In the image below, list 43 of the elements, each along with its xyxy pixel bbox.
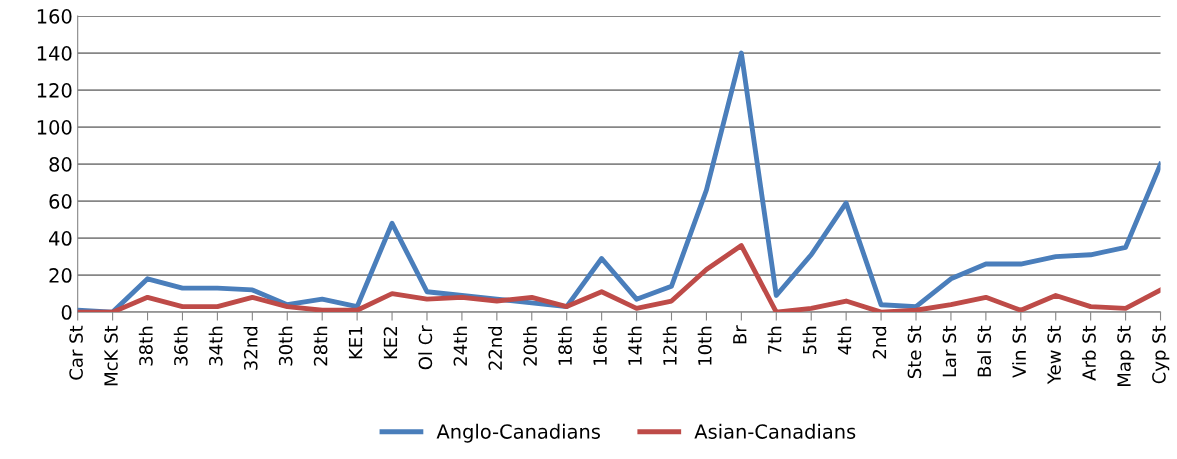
x-tick-label: 18th bbox=[557, 326, 572, 365]
x-tick-label: 10th bbox=[697, 326, 712, 365]
x-tick-label: McK St bbox=[104, 325, 118, 386]
x-tick-label: 14th bbox=[627, 326, 642, 365]
y-tick-label: 40 bbox=[49, 231, 72, 246]
x-tick-label: 24th bbox=[453, 326, 467, 366]
x-tick-label: 38th bbox=[138, 326, 153, 366]
x-tick-label: 4th bbox=[837, 326, 852, 355]
y-tick-label: 0 bbox=[61, 305, 72, 320]
x-tick-label: KE2 bbox=[383, 327, 398, 359]
x-tick-label: Arb St bbox=[1081, 325, 1096, 381]
y-tick-label: 60 bbox=[49, 194, 72, 209]
x-tick-label: Cyp St bbox=[1152, 325, 1170, 384]
x-tick-label: 36th bbox=[173, 326, 188, 366]
y-tick-label: 20 bbox=[49, 268, 72, 283]
x-tick-label: 5th bbox=[802, 326, 817, 354]
x-tick-label: KE1 bbox=[348, 326, 363, 359]
x-tick-label: Bal St bbox=[977, 325, 992, 377]
x-tick-label: Map St bbox=[1117, 325, 1135, 386]
y-tick-label: 140 bbox=[37, 46, 72, 61]
x-tick-label: Ol Cr bbox=[418, 325, 433, 370]
x-tick-label: Ste St bbox=[907, 325, 922, 379]
y-tick-label: 160 bbox=[37, 9, 72, 24]
x-tick-label: 28th bbox=[313, 326, 328, 366]
y-tick-label: 100 bbox=[37, 120, 72, 135]
x-tick-label: 12th bbox=[662, 326, 677, 365]
x-tick-label: Br bbox=[733, 325, 747, 344]
x-tick-label: 2nd bbox=[872, 326, 887, 359]
x-tick-label: 22nd bbox=[488, 326, 503, 370]
x-tick-label: 30th bbox=[278, 326, 293, 366]
x-tick-label: 16th bbox=[592, 326, 607, 365]
x-tick-label: Lar St bbox=[942, 325, 957, 377]
x-tick-label: Car St bbox=[69, 325, 83, 380]
x-tick-label: 34th bbox=[208, 326, 223, 366]
legend-label: Anglo-Canadians bbox=[436, 423, 600, 443]
x-tick-label: 20th bbox=[523, 326, 538, 366]
x-tick-label: 32nd bbox=[243, 326, 258, 370]
x-tick-label: Yew St bbox=[1047, 325, 1061, 385]
x-tick-label: 7th bbox=[767, 326, 782, 354]
y-tick-label: 120 bbox=[37, 83, 72, 98]
y-tick-label: 80 bbox=[49, 157, 72, 172]
legend-label: Asian-Canadians bbox=[694, 423, 856, 439]
x-tick-label: Vin St bbox=[1012, 325, 1027, 378]
